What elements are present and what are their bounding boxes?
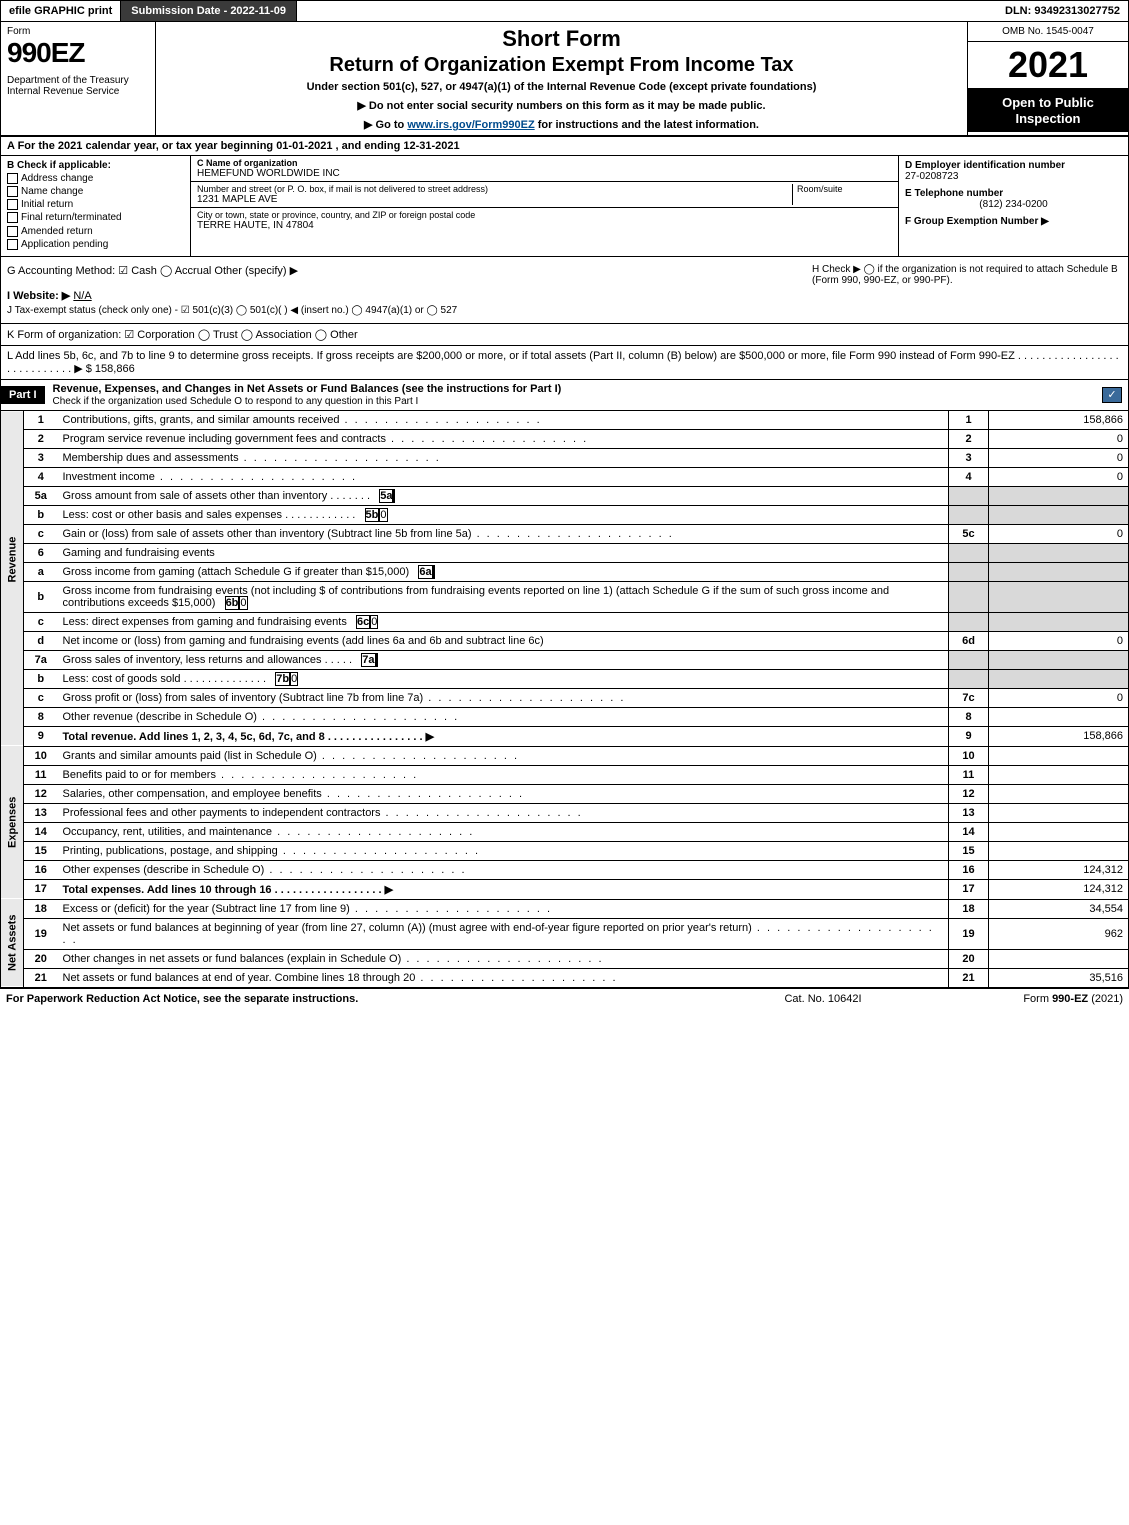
part1-title: Revenue, Expenses, and Changes in Net As… [45, 380, 1102, 410]
f-group: F Group Exemption Number ▶ [905, 216, 1122, 227]
part1-label: Part I [1, 386, 45, 404]
c-room-lbl: Room/suite [797, 184, 892, 194]
chk-amended[interactable]: Amended return [7, 226, 184, 237]
line-g: G Accounting Method: ☑ Cash ◯ Accrual Ot… [7, 264, 812, 286]
dept-label: Department of the Treasury Internal Reve… [7, 75, 149, 97]
e-val: (812) 234-0200 [905, 199, 1122, 210]
section-b: B Check if applicable: Address change Na… [1, 156, 191, 256]
d-ein: D Employer identification number 27-0208… [905, 160, 1122, 182]
title-return: Return of Organization Exempt From Incom… [164, 54, 959, 77]
line-k: K Form of organization: ☑ Corporation ◯ … [0, 324, 1129, 346]
c-addr-row: Number and street (or P. O. box, if mail… [191, 182, 898, 208]
arrow-note-1: ▶ Do not enter social security numbers o… [164, 99, 959, 112]
chk-initial[interactable]: Initial return [7, 199, 184, 210]
open-inspection: Open to Public Inspection [968, 89, 1128, 132]
c-addr-val: 1231 MAPLE AVE [197, 194, 792, 205]
line-j: J Tax-exempt status (check only one) - ☑… [7, 305, 1122, 316]
irs-link[interactable]: www.irs.gov/Form990EZ [407, 119, 534, 131]
chk-pending[interactable]: Application pending [7, 239, 184, 250]
c-city-lbl: City or town, state or province, country… [197, 210, 892, 220]
c-city-val: TERRE HAUTE, IN 47804 [197, 220, 892, 231]
part1-sub: Check if the organization used Schedule … [53, 396, 419, 407]
efile-label: efile GRAPHIC print [1, 1, 121, 21]
i-pre: I Website: ▶ [7, 290, 70, 302]
footer-left: For Paperwork Reduction Act Notice, see … [6, 993, 723, 1005]
title-short-form: Short Form [164, 26, 959, 52]
arrow-note-2: ▶ Go to www.irs.gov/Form990EZ for instru… [164, 118, 959, 131]
side-expenses: Expenses [1, 746, 24, 899]
block-bcdef: B Check if applicable: Address change Na… [0, 156, 1129, 257]
side-netassets: Net Assets [1, 899, 24, 987]
arrow2-pre: ▶ Go to [364, 119, 407, 131]
side-revenue: Revenue [1, 411, 24, 708]
line-i: I Website: ▶ N/A [7, 289, 1122, 302]
submission-date: Submission Date - 2022-11-09 [121, 1, 297, 21]
form-number: 990EZ [7, 37, 149, 69]
e-lbl: E Telephone number [905, 188, 1122, 199]
part1-checkbox[interactable]: ✓ [1102, 387, 1122, 403]
form-word: Form [7, 26, 149, 37]
dln-label: DLN: 93492313027752 [997, 1, 1128, 21]
arrow2-post: for instructions and the latest informat… [535, 119, 759, 131]
line-l: L Add lines 5b, 6c, and 7b to line 9 to … [0, 346, 1129, 380]
form-header: Form 990EZ Department of the Treasury In… [0, 22, 1129, 137]
part1-header: Part I Revenue, Expenses, and Changes in… [0, 380, 1129, 411]
header-left: Form 990EZ Department of the Treasury In… [1, 22, 156, 135]
tax-year: 2021 [968, 42, 1128, 89]
header-center: Short Form Return of Organization Exempt… [156, 22, 968, 135]
block-gihjkl: G Accounting Method: ☑ Cash ◯ Accrual Ot… [0, 257, 1129, 324]
section-def: D Employer identification number 27-0208… [898, 156, 1128, 256]
top-bar: efile GRAPHIC print Submission Date - 20… [0, 0, 1129, 22]
chk-address[interactable]: Address change [7, 173, 184, 184]
header-right: OMB No. 1545-0047 2021 Open to Public In… [968, 22, 1128, 135]
d-lbl: D Employer identification number [905, 160, 1122, 171]
subtitle: Under section 501(c), 527, or 4947(a)(1)… [164, 81, 959, 93]
c-addr-lbl: Number and street (or P. O. box, if mail… [197, 184, 792, 194]
chk-final[interactable]: Final return/terminated [7, 212, 184, 223]
footer-cat: Cat. No. 10642I [723, 993, 923, 1005]
d-val: 27-0208723 [905, 171, 1122, 182]
i-val: N/A [73, 290, 91, 302]
omb-number: OMB No. 1545-0047 [968, 22, 1128, 42]
e-phone: E Telephone number (812) 234-0200 [905, 188, 1122, 210]
section-c: C Name of organization HEMEFUND WORLDWID… [191, 156, 898, 256]
c-name-row: C Name of organization HEMEFUND WORLDWID… [191, 156, 898, 182]
footer-form: Form 990-EZ (2021) [923, 993, 1123, 1005]
chk-name[interactable]: Name change [7, 186, 184, 197]
c-name-lbl: C Name of organization [197, 158, 892, 168]
lines-table: Revenue 1Contributions, gifts, grants, a… [0, 411, 1129, 988]
footer: For Paperwork Reduction Act Notice, see … [0, 988, 1129, 1009]
b-title: B Check if applicable: [7, 160, 184, 171]
f-lbl: F Group Exemption Number ▶ [905, 216, 1122, 227]
c-city-row: City or town, state or province, country… [191, 208, 898, 233]
line-h: H Check ▶ ◯ if the organization is not r… [812, 264, 1122, 286]
spacer [297, 1, 997, 21]
line-a: A For the 2021 calendar year, or tax yea… [0, 137, 1129, 156]
c-name-val: HEMEFUND WORLDWIDE INC [197, 168, 892, 179]
